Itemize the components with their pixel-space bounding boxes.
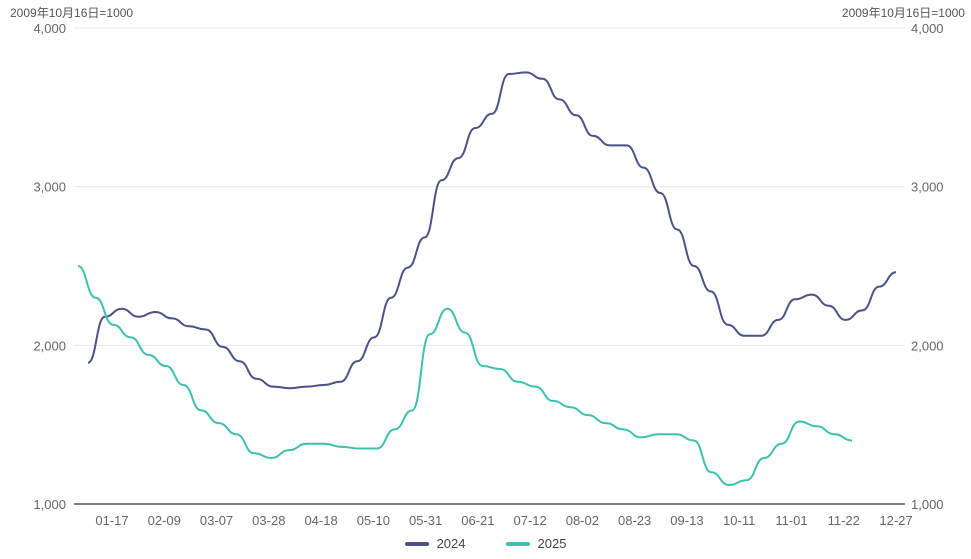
y-tick-label-right: 3,000: [911, 180, 944, 195]
series-line-2024: [87, 71, 897, 390]
y-tick-label-right: 4,000: [911, 21, 944, 36]
legend-swatch: [505, 541, 530, 546]
y-tick-label-left: 4,000: [33, 21, 66, 36]
x-tick-label: 04-18: [304, 513, 337, 528]
series-line-2025: [77, 265, 853, 486]
legend-item-2024[interactable]: 2024: [404, 536, 466, 551]
line-chart: 1,000 1,000 2,000 2,000 3,000 3,000 4,000 4,000…: [33, 21, 944, 528]
x-tick-label: 08-02: [566, 513, 599, 528]
y-tick-label-right: 1,000: [911, 497, 944, 512]
x-tick-label: 05-31: [409, 513, 442, 528]
legend-label: 2024: [436, 536, 466, 551]
x-tick-label: 07-12: [514, 513, 547, 528]
legend-item-2025[interactable]: 2025: [505, 536, 567, 551]
legend-swatch: [404, 541, 429, 546]
legend-label: 2025: [537, 536, 567, 551]
x-tick-label: 08-23: [618, 513, 651, 528]
x-tick-label: 06-21: [461, 513, 494, 528]
x-tick-label: 05-10: [357, 513, 390, 528]
x-tick-label: 10-11: [723, 513, 755, 528]
x-tick-label: 01-17: [95, 513, 128, 528]
y-tick-label-left: 1,000: [33, 497, 66, 512]
left-axis-unit: 2009年10月16日=1000: [10, 6, 134, 20]
x-tick-label: 09-13: [670, 513, 703, 528]
x-tick-label: 03-28: [252, 513, 285, 528]
x-tick-label: 12-27: [879, 513, 912, 528]
y-tick-label-left: 2,000: [33, 338, 66, 353]
x-tick-label: 11-22: [828, 513, 860, 528]
x-tick-label: 02-09: [148, 513, 181, 528]
right-axis-unit: 2009年10月16日=1000: [841, 6, 965, 20]
y-tick-label-right: 2,000: [911, 338, 944, 353]
chart-legend: 2024 2025: [0, 536, 971, 551]
x-tick-label: 03-07: [200, 513, 233, 528]
y-tick-label-left: 3,000: [33, 180, 66, 195]
x-tick-label: 11-01: [775, 513, 807, 528]
